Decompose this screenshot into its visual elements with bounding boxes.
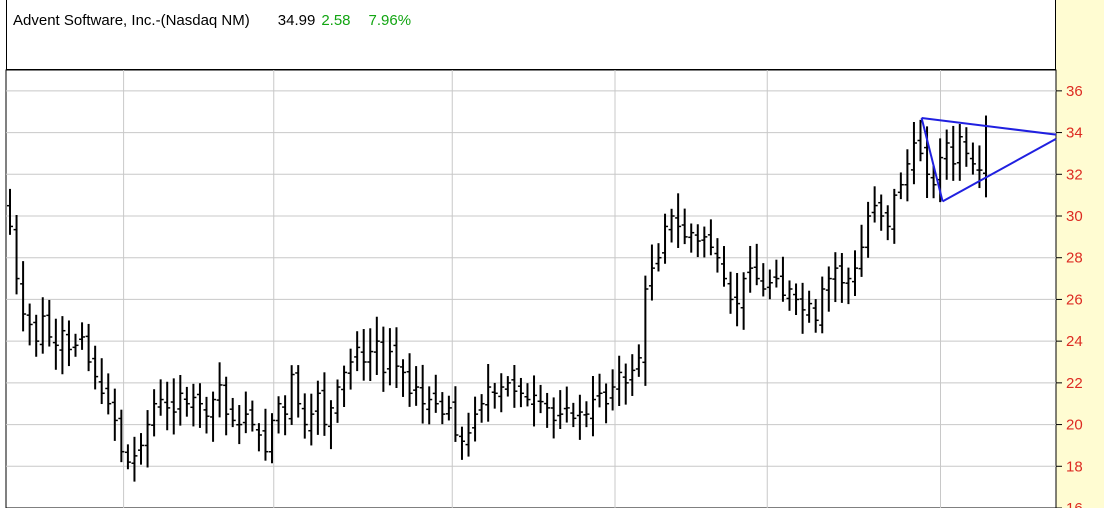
y-tick-label: 24 bbox=[1066, 333, 1083, 350]
price-axis-panel bbox=[1056, 0, 1104, 508]
quote-header: Advent Software, Inc.-(Nasdaq NM) 34.99 2.… bbox=[6, 0, 1056, 70]
y-tick-label: 30 bbox=[1066, 208, 1083, 225]
y-tick-label: 28 bbox=[1066, 250, 1083, 267]
security-name: Advent Software, Inc.-(Nasdaq NM) bbox=[13, 12, 250, 29]
trendline-lower bbox=[942, 137, 1057, 203]
trendline-upper bbox=[921, 116, 1057, 136]
percent-change: 7.96% bbox=[368, 12, 412, 29]
y-tick-label: 34 bbox=[1066, 125, 1083, 142]
trendline-left-edge bbox=[920, 117, 944, 202]
y-tick-label: 26 bbox=[1066, 291, 1083, 308]
last-price: 34.99 bbox=[277, 12, 316, 29]
plot-area bbox=[5, 69, 1057, 508]
y-tick-label: 20 bbox=[1066, 417, 1083, 434]
y-tick-label: 32 bbox=[1066, 166, 1083, 183]
y-tick-label: 36 bbox=[1066, 83, 1083, 100]
y-tick-label: 18 bbox=[1066, 458, 1083, 475]
price-change: 2.58 bbox=[321, 12, 351, 29]
quote-line: Advent Software, Inc.-(Nasdaq NM) 34.99 2.… bbox=[13, 12, 411, 29]
y-tick-label: 22 bbox=[1066, 375, 1083, 392]
y-tick-label: 16 bbox=[1066, 500, 1083, 508]
